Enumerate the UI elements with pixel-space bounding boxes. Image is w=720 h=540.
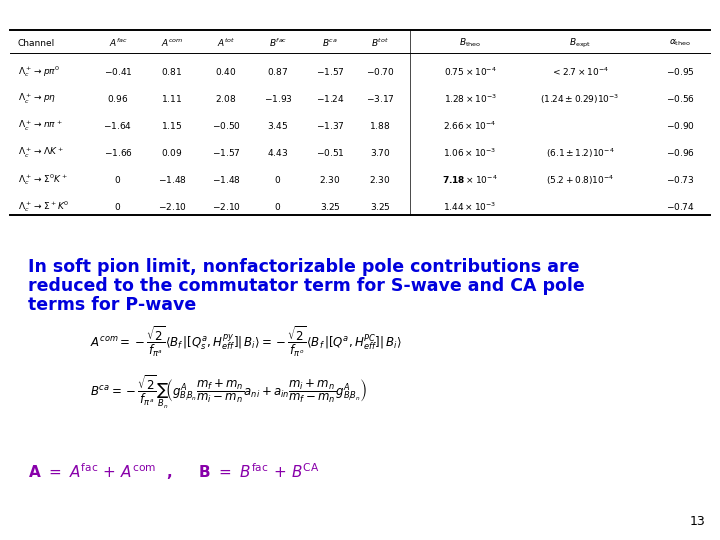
Text: $2.08$: $2.08$ xyxy=(215,93,237,104)
Text: $2.66 \times 10^{-4}$: $2.66 \times 10^{-4}$ xyxy=(444,120,497,132)
Text: $-0.51$: $-0.51$ xyxy=(315,147,344,158)
Text: $B^{\mathit{tot}}$: $B^{\mathit{tot}}$ xyxy=(371,37,389,49)
Text: In soft pion limit, nonfactorizable pole contributions are: In soft pion limit, nonfactorizable pole… xyxy=(28,258,580,276)
Text: $-1.57$: $-1.57$ xyxy=(212,147,240,158)
Text: $-0.74$: $-0.74$ xyxy=(666,201,694,212)
Text: $B^{\mathit{ca}}$: $B^{\mathit{ca}}$ xyxy=(322,37,338,49)
Text: $1.06 \times 10^{-3}$: $1.06 \times 10^{-3}$ xyxy=(444,147,497,159)
Text: $-1.48$: $-1.48$ xyxy=(158,174,186,185)
Text: $-3.17$: $-3.17$ xyxy=(366,93,395,104)
Text: $A^{\mathit{tot}}$: $A^{\mathit{tot}}$ xyxy=(217,37,235,49)
Text: $-0.96$: $-0.96$ xyxy=(665,147,695,158)
Text: $A^{com} = -\dfrac{\sqrt{2}}{f_{\pi^a}}\langle B_f\,|[Q_s^a, H_{eff}^{py}]|\,B_i: $A^{com} = -\dfrac{\sqrt{2}}{f_{\pi^a}}\… xyxy=(90,325,402,359)
Text: $3.45$: $3.45$ xyxy=(267,120,289,131)
Text: $-1.93$: $-1.93$ xyxy=(264,93,292,104)
Text: $\mathbf{7.18} \times 10^{-4}$: $\mathbf{7.18} \times 10^{-4}$ xyxy=(442,174,498,186)
Text: $B_{\mathrm{theo}}$: $B_{\mathrm{theo}}$ xyxy=(459,37,481,49)
Text: $0$: $0$ xyxy=(274,174,282,185)
Text: $0.09$: $0.09$ xyxy=(161,147,183,158)
Text: $-1.66$: $-1.66$ xyxy=(104,147,132,158)
Text: $-1.37$: $-1.37$ xyxy=(315,120,344,131)
Text: $B^{\mathit{fac}}$: $B^{\mathit{fac}}$ xyxy=(269,37,287,49)
Text: $0$: $0$ xyxy=(114,201,122,212)
Text: $\mathbf{A}$ $=$ $A^{\mathsf{fac}}$ $+$ $A^{\mathsf{com}}$  ,     $\mathbf{B}$ $: $\mathbf{A}$ $=$ $A^{\mathsf{fac}}$ $+$ … xyxy=(28,462,320,482)
Text: $\Lambda_c^+ \to n\pi^+$: $\Lambda_c^+ \to n\pi^+$ xyxy=(18,119,63,133)
Text: $A^{\mathit{com}}$: $A^{\mathit{com}}$ xyxy=(161,37,183,49)
Text: $\Lambda_c^+ \to p\pi^0$: $\Lambda_c^+ \to p\pi^0$ xyxy=(18,64,60,79)
Text: $3.70$: $3.70$ xyxy=(369,147,390,158)
Text: $0$: $0$ xyxy=(274,201,282,212)
Text: terms for P-wave: terms for P-wave xyxy=(28,296,197,314)
Text: $-0.56$: $-0.56$ xyxy=(665,93,695,104)
Text: $1.11$: $1.11$ xyxy=(161,93,183,104)
Text: $3.25$: $3.25$ xyxy=(320,201,341,212)
Text: $\Lambda_c^+ \to \Sigma^0 K^+$: $\Lambda_c^+ \to \Sigma^0 K^+$ xyxy=(18,172,68,187)
Text: $(1.24 \pm 0.29)10^{-3}$: $(1.24 \pm 0.29)10^{-3}$ xyxy=(540,92,620,106)
Text: $1.28 \times 10^{-3}$: $1.28 \times 10^{-3}$ xyxy=(444,93,497,105)
Text: $-0.90$: $-0.90$ xyxy=(665,120,695,131)
Text: $(5.2 + 0.8)10^{-4}$: $(5.2 + 0.8)10^{-4}$ xyxy=(546,173,614,187)
Text: $2.30$: $2.30$ xyxy=(369,174,391,185)
Text: $B_{\mathrm{expt}}$: $B_{\mathrm{expt}}$ xyxy=(569,36,591,50)
Text: $B^{ca} = -\dfrac{\sqrt{2}}{f_{\pi^a}}\sum_{B_n}\!\left(g^A_{B_f\!B_n}\dfrac{m_f: $B^{ca} = -\dfrac{\sqrt{2}}{f_{\pi^a}}\s… xyxy=(90,374,367,410)
Text: $0.75 \times 10^{-4}$: $0.75 \times 10^{-4}$ xyxy=(444,66,496,78)
Text: $-0.41$: $-0.41$ xyxy=(104,66,132,77)
Text: $-2.10$: $-2.10$ xyxy=(158,201,186,212)
Text: $0$: $0$ xyxy=(114,174,122,185)
Text: $0.96$: $0.96$ xyxy=(107,93,129,104)
Text: $-0.73$: $-0.73$ xyxy=(666,174,694,185)
Text: $1.15$: $1.15$ xyxy=(161,120,183,131)
Text: $< 2.7 \times 10^{-4}$: $< 2.7 \times 10^{-4}$ xyxy=(551,66,609,78)
Text: $-0.50$: $-0.50$ xyxy=(212,120,240,131)
Text: $\Lambda_c^+ \to \Lambda K^+$: $\Lambda_c^+ \to \Lambda K^+$ xyxy=(18,146,64,160)
Text: $2.30$: $2.30$ xyxy=(319,174,341,185)
Text: $3.25$: $3.25$ xyxy=(369,201,390,212)
Text: $0.81$: $0.81$ xyxy=(161,66,182,77)
Text: $A^{\mathit{fac}}$: $A^{\mathit{fac}}$ xyxy=(109,37,127,49)
Text: $(6.1 \pm 1.2)10^{-4}$: $(6.1 \pm 1.2)10^{-4}$ xyxy=(546,146,614,160)
Text: $-1.48$: $-1.48$ xyxy=(212,174,240,185)
Text: $0.40$: $0.40$ xyxy=(215,66,237,77)
Text: $\Lambda_c^+ \to \Sigma^+ K^0$: $\Lambda_c^+ \to \Sigma^+ K^0$ xyxy=(18,199,69,214)
Text: $-2.10$: $-2.10$ xyxy=(212,201,240,212)
Text: $4.43$: $4.43$ xyxy=(267,147,289,158)
Text: $-0.70$: $-0.70$ xyxy=(366,66,394,77)
Text: $-1.64$: $-1.64$ xyxy=(104,120,132,131)
Text: $0.87$: $0.87$ xyxy=(267,66,289,77)
Text: $1.44 \times 10^{-3}$: $1.44 \times 10^{-3}$ xyxy=(444,201,497,213)
Text: 13: 13 xyxy=(689,515,705,528)
Text: reduced to the commutator term for S-wave and CA pole: reduced to the commutator term for S-wav… xyxy=(28,277,585,295)
Text: $-1.24$: $-1.24$ xyxy=(316,93,344,104)
Text: $\Lambda_c^+ \to p\eta$: $\Lambda_c^+ \to p\eta$ xyxy=(18,92,56,106)
Text: $\alpha_{\mathrm{theo}}$: $\alpha_{\mathrm{theo}}$ xyxy=(669,38,691,48)
Text: $-1.57$: $-1.57$ xyxy=(316,66,344,77)
Text: $1.88$: $1.88$ xyxy=(369,120,390,131)
Text: $-0.95$: $-0.95$ xyxy=(665,66,694,77)
Text: Channel: Channel xyxy=(18,38,55,48)
